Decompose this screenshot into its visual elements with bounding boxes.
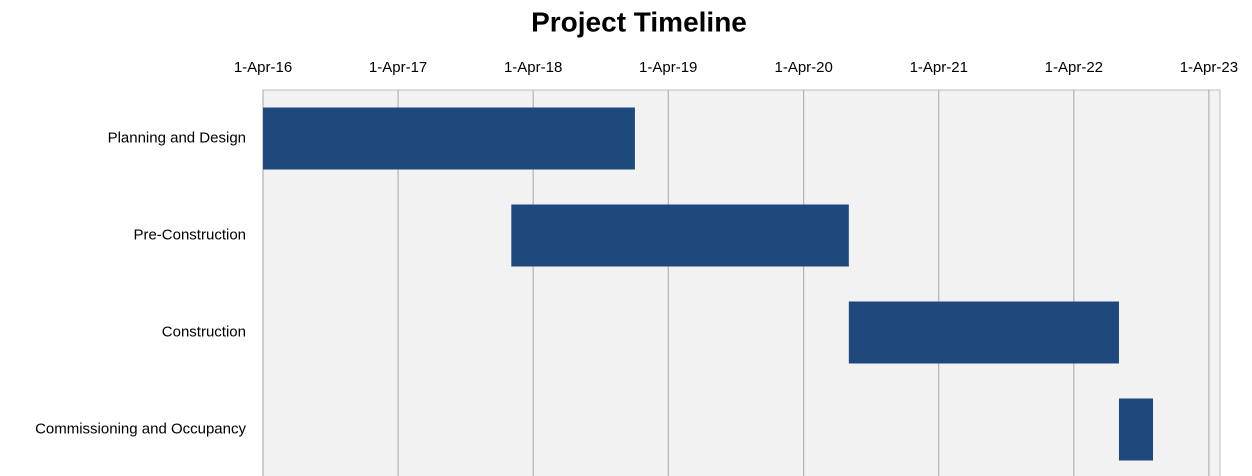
x-tick-label: 1-Apr-19 xyxy=(639,59,697,76)
y-tick-label: Construction xyxy=(162,323,246,340)
y-tick-label: Commissioning and Occupancy xyxy=(35,420,246,437)
chart-title: Project Timeline xyxy=(531,6,747,37)
x-tick-label: 1-Apr-21 xyxy=(910,59,968,76)
y-tick-label: Pre-Construction xyxy=(133,226,246,243)
x-tick-label: 1-Apr-20 xyxy=(774,59,832,76)
x-tick-label: 1-Apr-22 xyxy=(1045,59,1103,76)
x-tick-label: 1-Apr-16 xyxy=(234,59,292,76)
x-tick-label: 1-Apr-23 xyxy=(1180,59,1238,76)
y-tick-label: Planning and Design xyxy=(108,129,246,146)
x-tick-label: 1-Apr-18 xyxy=(504,59,562,76)
x-tick-label: 1-Apr-17 xyxy=(369,59,427,76)
bar xyxy=(848,301,1119,364)
bar xyxy=(1118,398,1154,461)
bar xyxy=(263,107,635,170)
bar xyxy=(511,204,849,267)
